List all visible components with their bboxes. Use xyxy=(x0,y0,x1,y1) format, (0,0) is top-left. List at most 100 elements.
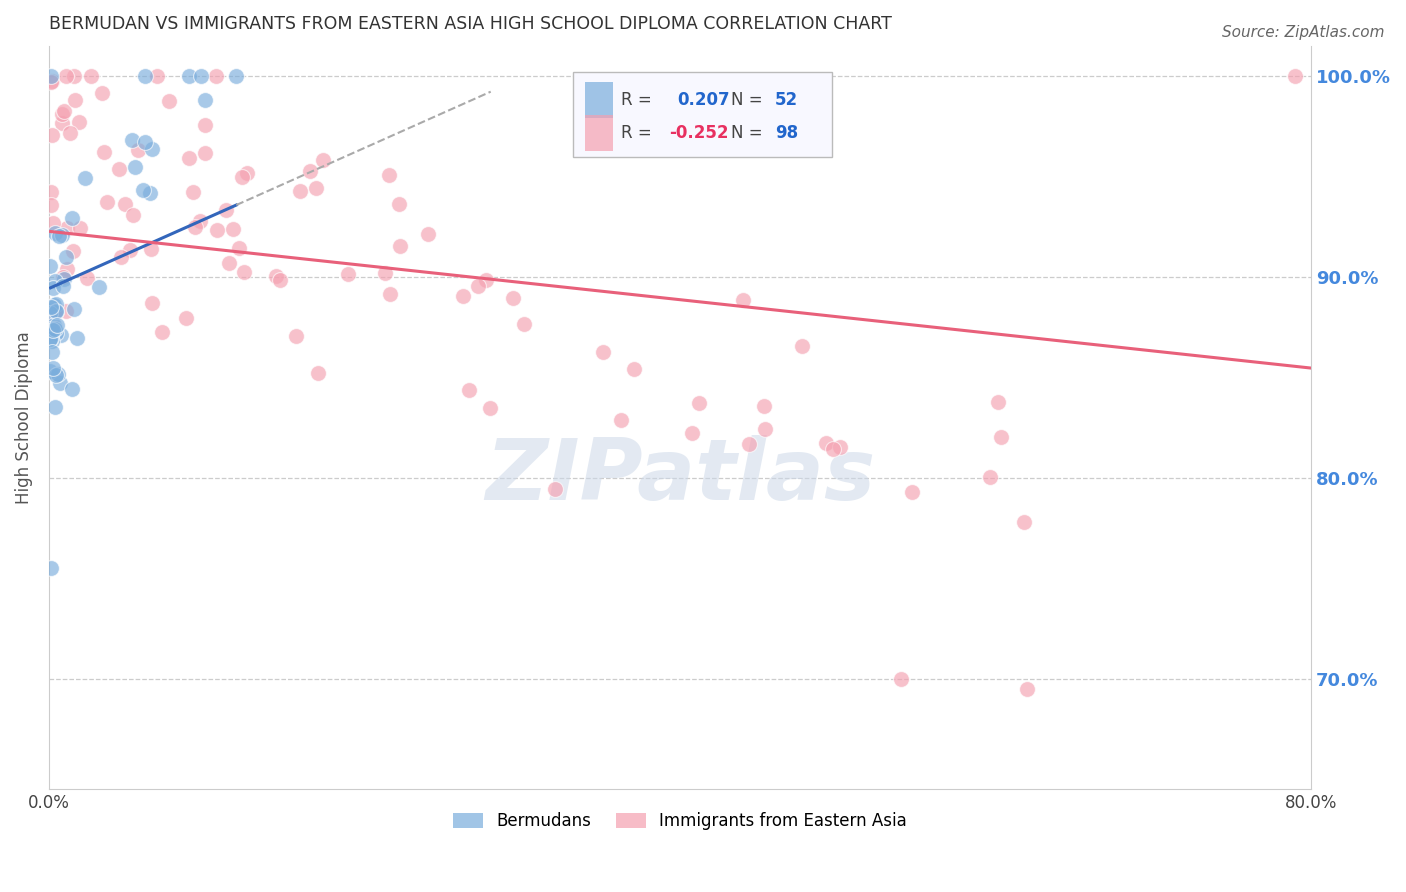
Point xyxy=(467,279,489,293)
Point xyxy=(821,442,844,457)
Point xyxy=(67,115,90,129)
Point xyxy=(512,317,534,331)
Point xyxy=(502,291,524,305)
Point xyxy=(38,306,60,320)
Text: R =: R = xyxy=(620,91,657,109)
Point xyxy=(127,143,149,157)
Point xyxy=(114,197,136,211)
Point xyxy=(45,297,67,311)
Point xyxy=(388,196,411,211)
Point xyxy=(205,69,228,83)
Point xyxy=(45,304,67,318)
Point xyxy=(48,229,70,244)
Point xyxy=(288,184,311,198)
Point xyxy=(264,268,287,283)
Point xyxy=(215,202,238,217)
Point xyxy=(44,298,66,312)
Point xyxy=(231,170,253,185)
Point xyxy=(134,135,156,149)
Point xyxy=(42,318,65,332)
Point xyxy=(754,400,776,414)
Point xyxy=(41,128,63,143)
Point xyxy=(814,436,837,450)
Point xyxy=(51,115,73,129)
Point xyxy=(39,69,62,83)
Point xyxy=(39,321,62,335)
Text: -0.252: -0.252 xyxy=(669,124,728,142)
Point xyxy=(96,195,118,210)
Point xyxy=(150,325,173,339)
Point xyxy=(55,69,77,83)
Point xyxy=(233,265,256,279)
Point xyxy=(285,328,308,343)
Point xyxy=(986,395,1008,409)
Point xyxy=(108,162,131,177)
Point xyxy=(134,69,156,83)
Point xyxy=(592,345,614,359)
Point xyxy=(205,223,228,237)
Point xyxy=(190,69,212,83)
Point xyxy=(93,145,115,159)
Point xyxy=(62,244,84,258)
Point xyxy=(45,305,67,319)
Point xyxy=(222,222,245,236)
Point xyxy=(453,289,475,303)
Point xyxy=(228,241,250,255)
Text: BERMUDAN VS IMMIGRANTS FROM EASTERN ASIA HIGH SCHOOL DIPLOMA CORRELATION CHART: BERMUDAN VS IMMIGRANTS FROM EASTERN ASIA… xyxy=(49,15,891,33)
Point xyxy=(44,401,66,415)
Point xyxy=(900,484,922,499)
Text: 98: 98 xyxy=(775,124,797,142)
Point xyxy=(1012,516,1035,530)
Text: Source: ZipAtlas.com: Source: ZipAtlas.com xyxy=(1222,25,1385,40)
Point xyxy=(49,328,72,343)
Point xyxy=(610,413,633,427)
Point xyxy=(236,166,259,180)
Point xyxy=(45,368,67,383)
Point xyxy=(69,220,91,235)
Point xyxy=(141,296,163,310)
Text: N =: N = xyxy=(731,124,768,142)
Point xyxy=(55,221,77,235)
Point xyxy=(623,362,645,376)
Point xyxy=(42,216,65,230)
Point xyxy=(66,331,89,345)
Point xyxy=(39,197,62,211)
Point xyxy=(55,250,77,264)
Point xyxy=(179,69,201,83)
Point xyxy=(174,310,197,325)
Point xyxy=(754,422,776,436)
Point xyxy=(42,323,65,337)
Point xyxy=(44,305,66,319)
Point xyxy=(790,339,813,353)
Point xyxy=(269,273,291,287)
Point xyxy=(139,242,162,256)
Point xyxy=(132,182,155,196)
Point xyxy=(828,440,851,454)
Point xyxy=(184,219,207,234)
Point xyxy=(76,270,98,285)
Point xyxy=(46,318,69,332)
Point xyxy=(41,361,63,376)
Point xyxy=(42,281,65,295)
Point xyxy=(979,470,1001,484)
Point xyxy=(458,383,481,397)
Point xyxy=(87,280,110,294)
Text: 52: 52 xyxy=(775,91,797,109)
Y-axis label: High School Diploma: High School Diploma xyxy=(15,331,32,504)
Point xyxy=(39,186,62,200)
Text: N =: N = xyxy=(731,91,768,109)
Point xyxy=(194,118,217,132)
Point xyxy=(389,239,412,253)
Point xyxy=(194,94,217,108)
Point xyxy=(39,561,62,575)
Point xyxy=(62,69,84,83)
Text: R =: R = xyxy=(620,124,657,142)
Point xyxy=(63,301,86,316)
Point xyxy=(38,363,60,377)
Point xyxy=(60,382,83,396)
Point xyxy=(52,278,75,293)
Point xyxy=(181,185,204,199)
Point xyxy=(44,226,66,240)
Point xyxy=(41,345,63,359)
Point xyxy=(1017,681,1039,696)
